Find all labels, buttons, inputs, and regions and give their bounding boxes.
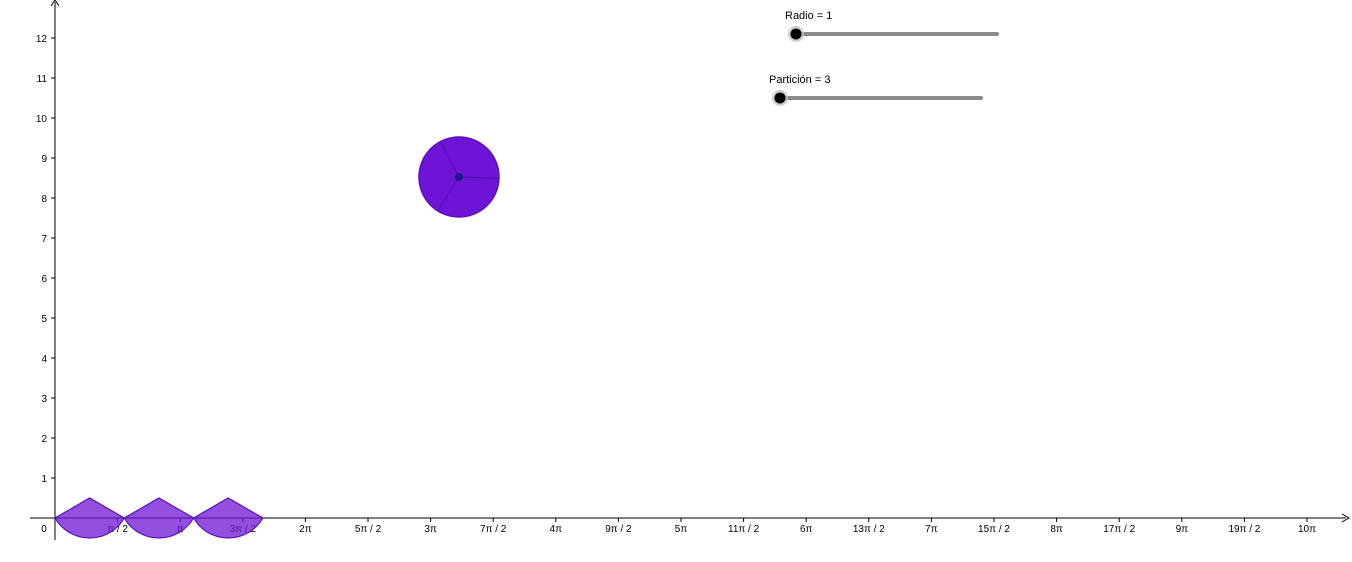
circle-partition-line (437, 176, 460, 212)
y-tick-label: 12 (36, 34, 48, 45)
circle-partition-line (458, 176, 499, 179)
x-tick-label: π / 2 (107, 524, 128, 535)
x-tick-label: 15π / 2 (978, 524, 1010, 535)
circle-partition-line (439, 141, 460, 178)
x-tick-label: 2π (299, 524, 312, 535)
x-tick-label: 11π / 2 (728, 524, 760, 535)
y-tick-label: 2 (41, 434, 47, 445)
rolled-sectors (54, 497, 264, 539)
y-tick-label: 8 (41, 194, 47, 205)
origin-label: 0 (41, 524, 47, 535)
x-tick-label: 13π / 2 (853, 524, 885, 535)
y-tick-label: 9 (41, 154, 47, 165)
y-tick-label: 1 (41, 474, 47, 485)
x-tick-label: 19π / 2 (1228, 524, 1260, 535)
x-tick-label: 7π (925, 524, 938, 535)
slider-radio-knob[interactable] (790, 28, 802, 40)
y-tick-label: 10 (36, 114, 48, 125)
y-tick-label: 3 (41, 394, 47, 405)
y-axis-arrow (50, 0, 60, 7)
x-tick-label: 9π / 2 (605, 524, 632, 535)
slider-particion[interactable]: Partición = 3 (769, 74, 983, 106)
x-tick-label: 10π (1298, 524, 1316, 535)
rolled-sector (192, 497, 264, 539)
x-tick-label: 17π / 2 (1103, 524, 1135, 535)
x-tick-label: 9π (1176, 524, 1189, 535)
y-tick-label: 5 (41, 314, 47, 325)
partitioned-circle[interactable] (418, 136, 500, 218)
y-tick-label: 7 (41, 234, 47, 245)
slider-particion-label: Partición = 3 (769, 74, 830, 86)
y-tick-label: 11 (37, 74, 48, 85)
slider-radio-label: Radio = 1 (785, 10, 832, 22)
y-tick-label: 6 (41, 274, 47, 285)
x-tick-label: 5π / 2 (355, 524, 382, 535)
slider-particion-knob[interactable] (774, 92, 786, 104)
x-tick-label: 8π (1050, 524, 1063, 535)
circle-center-point[interactable] (455, 173, 463, 181)
y-tick-label: 4 (41, 354, 47, 365)
rolled-sector (123, 497, 195, 539)
x-tick-label: 4π (550, 524, 563, 535)
x-axis-arrow (1341, 513, 1351, 523)
slider-radio[interactable]: Radio = 1 (785, 10, 999, 42)
x-tick-label: 7π / 2 (480, 524, 507, 535)
x-tick-label: 5π (675, 524, 688, 535)
x-tick-label: 3π (424, 524, 437, 535)
x-tick-label: 6π (800, 524, 813, 535)
rolled-sector (54, 497, 126, 539)
